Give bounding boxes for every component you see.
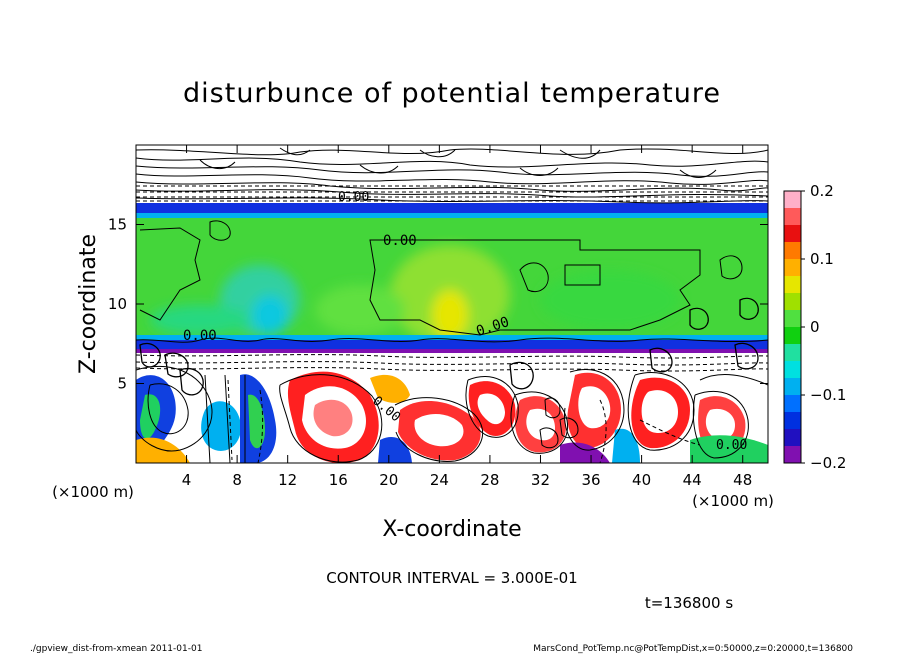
plot-area: 0.00 0.00 0.00 0.00 0.00 0.00 [136, 145, 768, 463]
contour-interval-label: CONTOUR INTERVAL = 3.000E-01 [326, 569, 577, 587]
contour-dashed [136, 185, 768, 463]
x-tick-label: 32 [531, 471, 550, 489]
colorbar-tick-label: 0.1 [810, 250, 834, 268]
field-upper-negative-band [136, 203, 768, 215]
colorbar-swatch [784, 276, 801, 294]
contour-lines [136, 147, 768, 463]
x-tick-label: 24 [430, 471, 449, 489]
x-tick-label: 40 [632, 471, 651, 489]
chart-title: disturbunce of potential temperature [183, 78, 721, 109]
y-tick-label: 10 [108, 295, 127, 313]
x-axis-label: X-coordinate [382, 517, 521, 542]
colorbar-tick-label: −0.2 [810, 454, 846, 472]
colorbar-tick-label: 0.2 [810, 182, 834, 200]
contour-label: 0.00 [383, 233, 417, 249]
x-tick-label: 48 [733, 471, 752, 489]
contour-label: 0.00 [338, 190, 369, 205]
field-lower-negative-band [136, 340, 768, 350]
y-tick-label: 5 [117, 375, 127, 393]
colorbar-swatch [784, 259, 801, 277]
colorbar-tick-label: 0 [810, 318, 820, 336]
colorbar-swatch [784, 446, 801, 464]
x-tick-label: 44 [683, 471, 702, 489]
colorbar-swatch [784, 208, 801, 226]
x-tick-label: 16 [329, 471, 348, 489]
x-tick-label: 12 [278, 471, 297, 489]
y-axis-label: Z-coordinate [76, 234, 101, 374]
x-axis: 4 8 12 16 20 24 28 32 36 40 44 48 [182, 145, 752, 489]
time-label: t=136800 s [645, 594, 733, 612]
x-tick-label: 28 [480, 471, 499, 489]
footer-right: MarsCond_PotTemp.nc@PotTempDist,x=0:5000… [533, 644, 853, 654]
colorbar-swatch [784, 412, 801, 430]
colorbar-swatch [784, 225, 801, 243]
colorbar-swatch [784, 327, 801, 345]
colorbar-swatch [784, 344, 801, 362]
x-tick-label: 4 [182, 471, 192, 489]
y-axis: 5 10 15 [108, 216, 768, 393]
colorbar-swatch [784, 191, 801, 209]
colorbar-tick-label: −0.1 [810, 386, 846, 404]
x-tick-label: 36 [581, 471, 600, 489]
x-tick-label: 20 [379, 471, 398, 489]
colorbar-swatch [784, 378, 801, 396]
colorbar-swatch [784, 429, 801, 447]
colorbar: 0.2 0.1 0 −0.1 −0.2 [783, 182, 846, 472]
y-axis-unit: (×1000 m) [52, 483, 134, 501]
x-axis-unit: (×1000 m) [692, 492, 774, 510]
colorbar-swatch [784, 242, 801, 260]
field-lower-turbulence [136, 371, 768, 463]
colorbar-swatch [784, 310, 801, 328]
colorbar-swatch [784, 293, 801, 311]
footer-left: ./gpview_dist-from-xmean 2011-01-01 [30, 644, 202, 654]
y-tick-label: 15 [108, 216, 127, 234]
colorbar-swatch [784, 395, 801, 413]
x-tick-label: 8 [232, 471, 242, 489]
contour-label: 0.00 [716, 438, 747, 453]
colorbar-swatch [784, 361, 801, 379]
contour-label: 0.00 [183, 328, 217, 344]
